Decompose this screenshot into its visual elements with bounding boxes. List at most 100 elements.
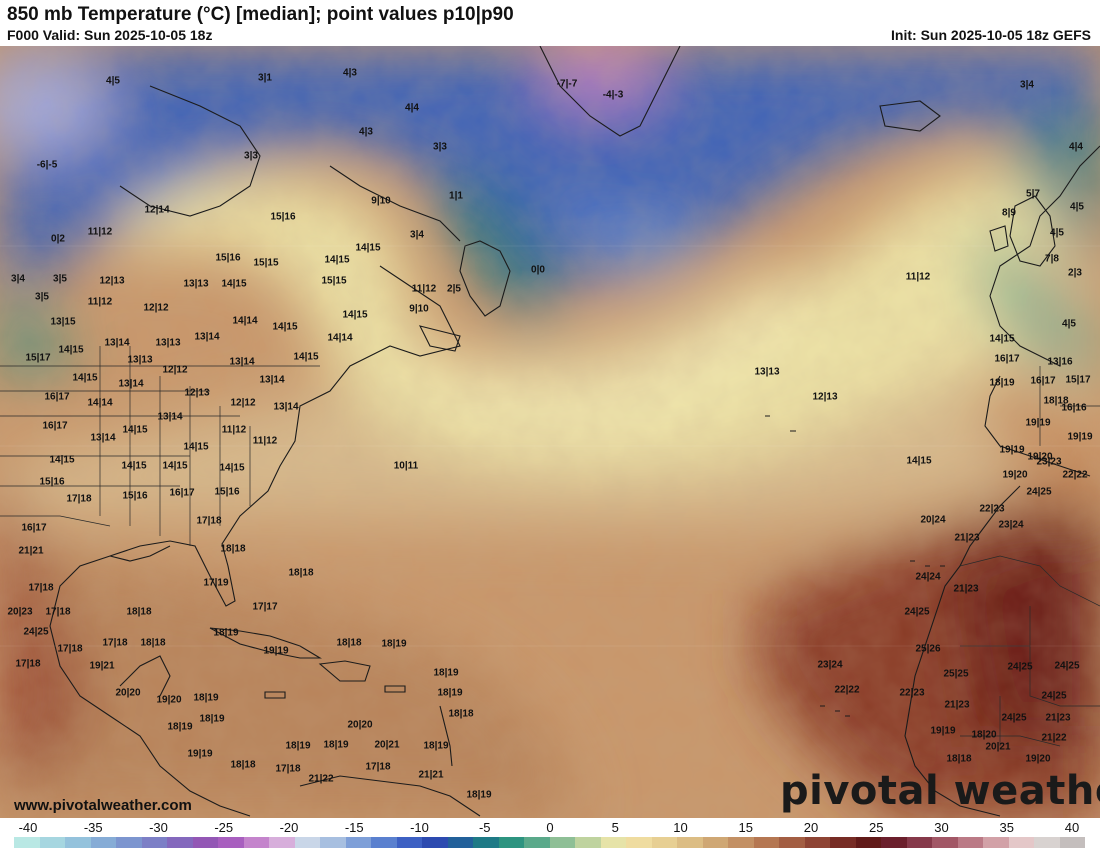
point-value: 18|18	[288, 567, 314, 579]
point-value: 2|5	[447, 283, 461, 295]
point-value: 24|25	[904, 606, 930, 618]
point-value: 15|16	[122, 490, 148, 502]
point-value: 13|13	[754, 366, 780, 378]
point-value: 3|4	[410, 229, 424, 241]
colorbar-swatch	[167, 837, 193, 848]
colorbar-swatch	[65, 837, 91, 848]
colorbar-tick-label: 10	[673, 820, 688, 835]
colorbar-swatch	[345, 837, 371, 848]
colorbar-swatch	[90, 837, 116, 848]
point-value: 18|18	[946, 753, 972, 765]
point-value: 13|16	[1047, 356, 1073, 368]
colorbar-swatch	[1059, 837, 1085, 848]
point-value: 13|15	[50, 316, 76, 328]
point-value: 13|13	[183, 278, 209, 290]
point-value: 23|23	[1036, 456, 1062, 468]
point-value: 24|25	[1041, 690, 1067, 702]
point-value: 20|20	[115, 687, 141, 699]
header: 850 mb Temperature (°C) [median]; point …	[0, 0, 1100, 46]
point-value: 11|12	[87, 296, 113, 308]
colorbar-tick-label: -40	[18, 820, 38, 835]
point-value: 19|19	[930, 725, 956, 737]
point-value: 14|15	[342, 309, 368, 321]
point-value: 19|19	[1067, 431, 1093, 443]
colorbar-tick-label: 0	[546, 820, 554, 835]
point-value: 21|21	[18, 545, 44, 557]
point-value: 13|14	[90, 432, 116, 444]
colorbar-swatch	[728, 837, 754, 848]
point-value: 18|18	[448, 708, 474, 720]
point-value: 13|14	[259, 374, 285, 386]
website-url[interactable]: www.pivotalweather.com	[14, 797, 192, 814]
point-value: 18|19	[199, 713, 225, 725]
colorbar-swatch	[243, 837, 269, 848]
point-value: 21|23	[1045, 712, 1071, 724]
point-value: 18|19	[213, 627, 239, 639]
colorbar-swatch	[422, 837, 448, 848]
point-value: 13|14	[157, 411, 183, 423]
point-value: 10|11	[393, 460, 419, 472]
point-value: 14|15	[355, 242, 381, 254]
colorbar-swatch	[932, 837, 958, 848]
colorbar-tick-label: 20	[803, 820, 819, 835]
point-value: 13|14	[194, 331, 220, 343]
point-value: 17|18	[45, 606, 71, 618]
point-value: 12|13	[99, 275, 125, 287]
point-value: 11|12	[252, 435, 278, 447]
point-value: 3|3	[244, 150, 258, 162]
point-value: -4|-3	[602, 89, 624, 101]
point-value: 16|17	[44, 391, 70, 403]
point-value: 18|19	[381, 638, 407, 650]
point-value: 18|20	[971, 729, 997, 741]
point-value: 12|14	[144, 204, 170, 216]
map-canvas	[0, 46, 1100, 818]
colorbar-ticks: -40 -35 -30 -25 -20 -15 -10 -5 0 5 10 15 20 25 30 35 40	[0, 818, 1100, 836]
point-value: 19|19	[263, 645, 289, 657]
point-value: 19|20	[1025, 753, 1051, 765]
colorbar-swatch	[39, 837, 65, 848]
point-value: 20|23	[7, 606, 33, 618]
point-value: 18|19	[989, 377, 1015, 389]
point-value: 4|5	[1070, 201, 1084, 213]
point-value: 3|4	[11, 273, 25, 285]
point-value: 19|20	[1002, 469, 1028, 481]
point-value: 0|2	[51, 233, 65, 245]
point-value: 21|23	[953, 583, 979, 595]
colorbar-swatch	[957, 837, 983, 848]
colorbar-swatch	[753, 837, 779, 848]
colorbar-swatch	[192, 837, 218, 848]
point-value: 17|18	[275, 763, 301, 775]
colorbar-swatch	[677, 837, 703, 848]
point-value: 14|15	[162, 460, 188, 472]
point-value: 17|17	[252, 601, 278, 613]
temperature-map[interactable]: 4|5 3|1 4|3 -7|-7 -4|-3 3|4 4|4 4|3 3|3 3|3 4|4 -6|…	[0, 46, 1100, 818]
point-value: 21|21	[418, 769, 444, 781]
point-value: 18|18	[126, 606, 152, 618]
colorbar-swatch	[804, 837, 830, 848]
point-value: 12|12	[143, 302, 169, 314]
colorbar-swatch	[626, 837, 652, 848]
point-value: 13|14	[118, 378, 144, 390]
point-value: 17|18	[196, 515, 222, 527]
point-value: 18|19	[423, 740, 449, 752]
point-value: 8|9	[1002, 207, 1016, 219]
point-value: 4|5	[106, 75, 120, 87]
point-value: 17|18	[66, 493, 92, 505]
point-value: 20|21	[374, 739, 400, 751]
point-value: 15|16	[214, 486, 240, 498]
point-value: 18|19	[433, 667, 459, 679]
point-value: 18|19	[193, 692, 219, 704]
point-value: 17|18	[57, 643, 83, 655]
point-value: 19|20	[156, 694, 182, 706]
colorbar-tick-label: 30	[934, 820, 949, 835]
point-value: 18|19	[323, 739, 349, 751]
point-value: 16|17	[169, 487, 195, 499]
point-value: 14|14	[87, 397, 113, 409]
colorbar	[14, 837, 1085, 848]
point-value: 24|25	[1026, 486, 1052, 498]
point-value: 19|19	[1025, 417, 1051, 429]
point-value: 11|12	[221, 424, 247, 436]
point-value: 15|17	[25, 352, 51, 364]
point-value: 16|17	[1030, 375, 1056, 387]
point-value: 4|4	[405, 102, 419, 114]
